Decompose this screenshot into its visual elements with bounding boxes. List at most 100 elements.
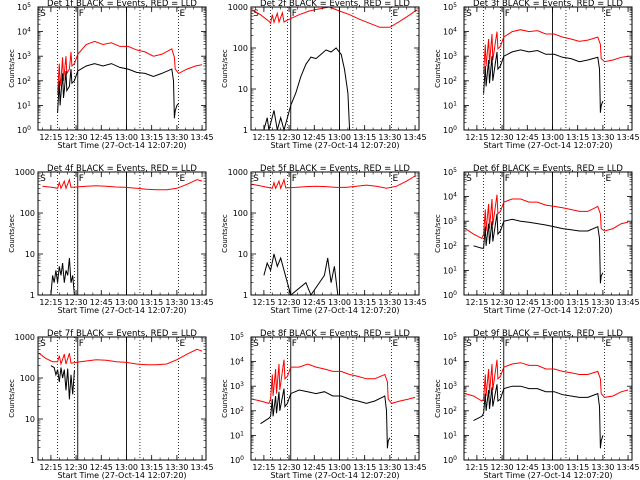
x-tick-label: 13:30 bbox=[165, 298, 188, 307]
x-tick-label: 13:15 bbox=[140, 133, 163, 142]
chart-title: Det 5f BLACK = Events, RED = LLD bbox=[260, 164, 410, 174]
y-tick-label: 1000 bbox=[15, 333, 35, 342]
plot-frame bbox=[463, 6, 633, 131]
y-tick-label: 105 bbox=[443, 2, 457, 12]
series-black bbox=[260, 388, 391, 449]
event-marker-e: E bbox=[606, 174, 612, 184]
x-axis-label: Start Time (27-Oct-14 12:07:20) bbox=[270, 306, 399, 315]
event-marker-f: F bbox=[79, 339, 84, 349]
series-black bbox=[50, 365, 75, 400]
x-tick-label: 13:00 bbox=[115, 133, 138, 142]
x-tick-label: 12:15 bbox=[39, 463, 62, 472]
event-marker-f: F bbox=[505, 339, 510, 349]
chart-title: Det 8f BLACK = Events, RED = LLD bbox=[260, 329, 410, 339]
x-tick-label: 12:15 bbox=[465, 133, 488, 142]
series-black bbox=[263, 253, 339, 297]
series-red bbox=[252, 175, 416, 190]
series-red bbox=[464, 194, 629, 240]
chart-title: Det 7f BLACK = Events, RED = LLD bbox=[47, 329, 197, 339]
x-tick-label: 13:15 bbox=[566, 298, 589, 307]
event-marker-s: S bbox=[253, 9, 259, 19]
y-tick-label: 1000 bbox=[15, 168, 35, 177]
x-tick-label: 12:45 bbox=[90, 298, 113, 307]
event-marker-f: F bbox=[79, 174, 84, 184]
x-tick-label: 13:30 bbox=[378, 463, 401, 472]
x-tick-label: 12:15 bbox=[252, 298, 275, 307]
series-black bbox=[483, 49, 604, 113]
x-axis-label: Start Time (27-Oct-14 12:07:20) bbox=[57, 141, 186, 150]
event-marker-e: E bbox=[606, 339, 612, 349]
y-tick-label: 10 bbox=[25, 415, 35, 424]
y-tick-label: 10 bbox=[25, 250, 35, 259]
y-tick-label: 102 bbox=[17, 76, 31, 86]
event-marker-e: E bbox=[180, 339, 186, 349]
y-axis-label: Counts/sec bbox=[8, 379, 16, 418]
chart-title: Det 4f BLACK = Events, RED = LLD bbox=[47, 164, 197, 174]
y-tick-label: 101 bbox=[17, 100, 31, 110]
x-tick-label: 12:45 bbox=[90, 133, 113, 142]
chart-title: Det 2f BLACK = Events, RED = LLD bbox=[260, 0, 410, 9]
series-red bbox=[464, 359, 629, 402]
x-tick-label: 12:15 bbox=[39, 133, 62, 142]
chart-title: Det 1f BLACK = Events, RED = LLD bbox=[47, 0, 197, 9]
event-marker-s: S bbox=[466, 174, 472, 184]
x-tick-label: 13:45 bbox=[404, 298, 427, 307]
x-tick-label: 12:30 bbox=[278, 298, 301, 307]
x-tick-label: 13:15 bbox=[353, 133, 376, 142]
x-tick-label: 13:15 bbox=[140, 463, 163, 472]
y-tick-label: 1 bbox=[30, 456, 35, 465]
x-axis-label: Start Time (27-Oct-14 12:07:20) bbox=[483, 306, 612, 315]
x-tick-label: 12:45 bbox=[303, 298, 326, 307]
y-tick-label: 102 bbox=[443, 76, 457, 86]
plot-frame bbox=[250, 6, 420, 131]
y-tick-label: 101 bbox=[443, 430, 457, 440]
series-red bbox=[251, 359, 416, 405]
y-tick-label: 10 bbox=[238, 85, 248, 94]
chart-title: Det 3f BLACK = Events, RED = LLD bbox=[473, 0, 623, 9]
x-tick-label: 13:45 bbox=[191, 133, 214, 142]
x-tick-label: 13:45 bbox=[191, 298, 214, 307]
series-black bbox=[473, 213, 604, 284]
y-tick-label: 100 bbox=[443, 455, 457, 465]
plot-frame bbox=[250, 171, 420, 296]
x-tick-label: 12:45 bbox=[303, 133, 326, 142]
y-tick-label: 1 bbox=[243, 126, 248, 135]
x-axis-label: Start Time (27-Oct-14 12:07:20) bbox=[270, 471, 399, 480]
x-tick-label: 13:30 bbox=[378, 133, 401, 142]
x-tick-label: 12:30 bbox=[65, 133, 88, 142]
x-tick-label: 13:45 bbox=[191, 463, 214, 472]
y-tick-label: 101 bbox=[443, 265, 457, 275]
y-tick-label: 100 bbox=[233, 44, 248, 53]
x-axis-label: Start Time (27-Oct-14 12:07:20) bbox=[483, 141, 612, 150]
x-tick-label: 12:45 bbox=[516, 133, 539, 142]
event-marker-f: F bbox=[292, 9, 297, 19]
y-tick-label: 105 bbox=[443, 332, 457, 342]
x-tick-label: 13:00 bbox=[541, 463, 564, 472]
x-tick-label: 12:30 bbox=[491, 298, 514, 307]
y-tick-label: 100 bbox=[17, 125, 31, 135]
y-tick-label: 104 bbox=[443, 192, 457, 202]
x-tick-label: 12:45 bbox=[516, 298, 539, 307]
x-tick-label: 13:15 bbox=[566, 463, 589, 472]
x-tick-label: 13:45 bbox=[617, 133, 640, 142]
x-tick-label: 13:15 bbox=[353, 463, 376, 472]
event-marker-e: E bbox=[393, 9, 399, 19]
event-marker-f: F bbox=[292, 174, 297, 184]
y-tick-label: 100 bbox=[20, 374, 35, 383]
y-tick-label: 103 bbox=[443, 381, 457, 391]
x-axis-label: Start Time (27-Oct-14 12:07:20) bbox=[57, 471, 186, 480]
y-tick-label: 102 bbox=[443, 406, 457, 416]
event-marker-s: S bbox=[40, 174, 46, 184]
x-tick-label: 12:15 bbox=[465, 463, 488, 472]
x-tick-label: 13:15 bbox=[566, 133, 589, 142]
y-tick-label: 105 bbox=[17, 2, 31, 12]
y-tick-label: 101 bbox=[230, 430, 244, 440]
series-red bbox=[251, 6, 418, 28]
